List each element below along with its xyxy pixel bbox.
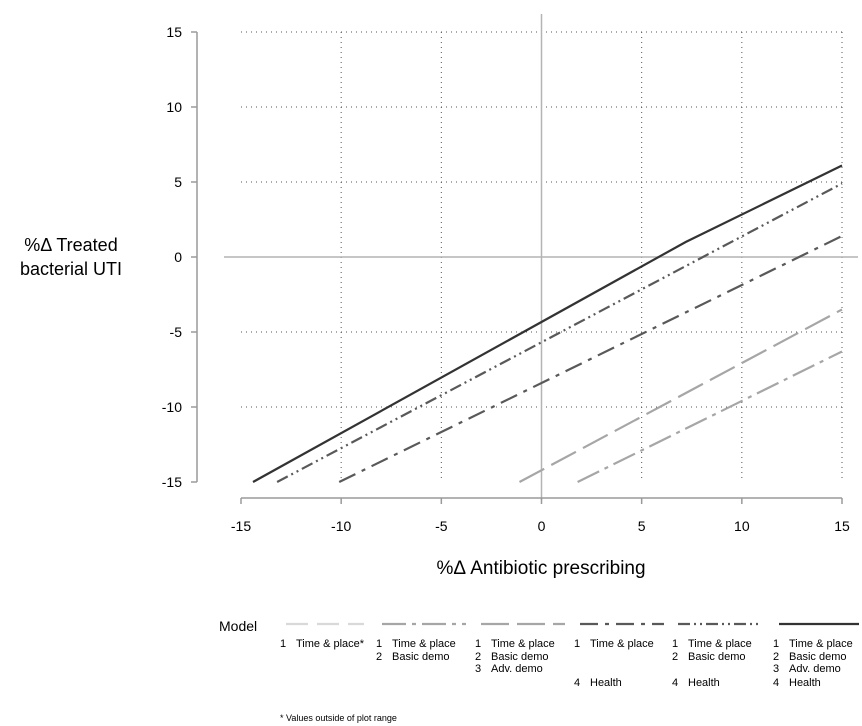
legend-item-label: Basic demo (392, 651, 449, 663)
legend-item-number: 4 (773, 677, 779, 689)
footnote: * Values outside of plot range (280, 713, 397, 723)
legend-item-label: Time & place (688, 638, 752, 650)
legend-item-number: 1 (773, 638, 779, 650)
series-line-m2 (577, 350, 843, 483)
legend: Model 1 Time & place* 1 Time & place 2 Basic d… (219, 618, 859, 723)
y-tick-label: 10 (166, 99, 182, 115)
y-tick-label: -5 (170, 324, 183, 340)
legend-item-label: Time & place (590, 638, 654, 650)
legend-item-number: 1 (280, 638, 286, 650)
y-tick-label: 5 (174, 174, 182, 190)
y-tick-label: -10 (162, 399, 182, 415)
legend-title: Model (219, 618, 257, 634)
y-tick-label: 15 (166, 24, 182, 40)
legend-item-number: 1 (574, 638, 580, 650)
series-line-m3 (518, 308, 843, 483)
legend-item-number: 4 (574, 677, 580, 689)
legend-item-label: Health (590, 677, 622, 689)
legend-item-number: 2 (672, 651, 678, 663)
y-tick-label: -15 (162, 474, 182, 490)
axes: -15 -10 -5 0 5 10 15 -15 -10 -5 0 5 10 15 (162, 24, 850, 534)
legend-item-label: Health (789, 677, 821, 689)
x-tick-label: -10 (331, 518, 351, 534)
legend-item-label: Basic demo (491, 651, 548, 663)
legend-item-label: Adv. demo (491, 663, 543, 675)
legend-item-number: 2 (475, 651, 481, 663)
series-line-m5 (276, 182, 843, 483)
legend-item-label: Adv. demo (789, 663, 841, 675)
legend-item-label: Time & place (392, 638, 456, 650)
legend-item-number: 1 (376, 638, 382, 650)
legend-item-number: 3 (475, 663, 481, 675)
legend-item-label: Time & place (789, 638, 853, 650)
legend-item-label: Basic demo (688, 651, 745, 663)
legend-item-label: Time & place* (296, 638, 365, 650)
legend-item-number: 4 (672, 677, 678, 689)
y-tick-label: 0 (174, 249, 182, 265)
legend-item-label: Health (688, 677, 720, 689)
legend-item-label: Basic demo (789, 651, 846, 663)
legend-item-number: 1 (475, 638, 481, 650)
x-tick-label: 10 (734, 518, 750, 534)
x-tick-label: -5 (435, 518, 448, 534)
series-line-m6 (252, 164, 843, 483)
x-tick-label: 15 (834, 518, 850, 534)
legend-item-number: 3 (773, 663, 779, 675)
x-axis-title: %Δ Antibiotic prescribing (436, 558, 645, 579)
legend-item-label: Time & place (491, 638, 555, 650)
x-tick-label: 5 (638, 518, 646, 534)
x-tick-label: -15 (231, 518, 251, 534)
y-axis-title-line-2: bacterial UTI (20, 259, 122, 279)
legend-item-number: 1 (672, 638, 678, 650)
axis-labels: %Δ Treated bacterial UTI %Δ Antibiotic pre… (20, 235, 646, 579)
series-line-m4 (338, 235, 843, 483)
y-axis-title-line-1: %Δ Treated (24, 235, 117, 255)
series-lines (252, 164, 843, 483)
legend-item-number: 2 (376, 651, 382, 663)
legend-item-number: 2 (773, 651, 779, 663)
reference-lines (224, 14, 858, 500)
x-tick-label: 0 (538, 518, 546, 534)
